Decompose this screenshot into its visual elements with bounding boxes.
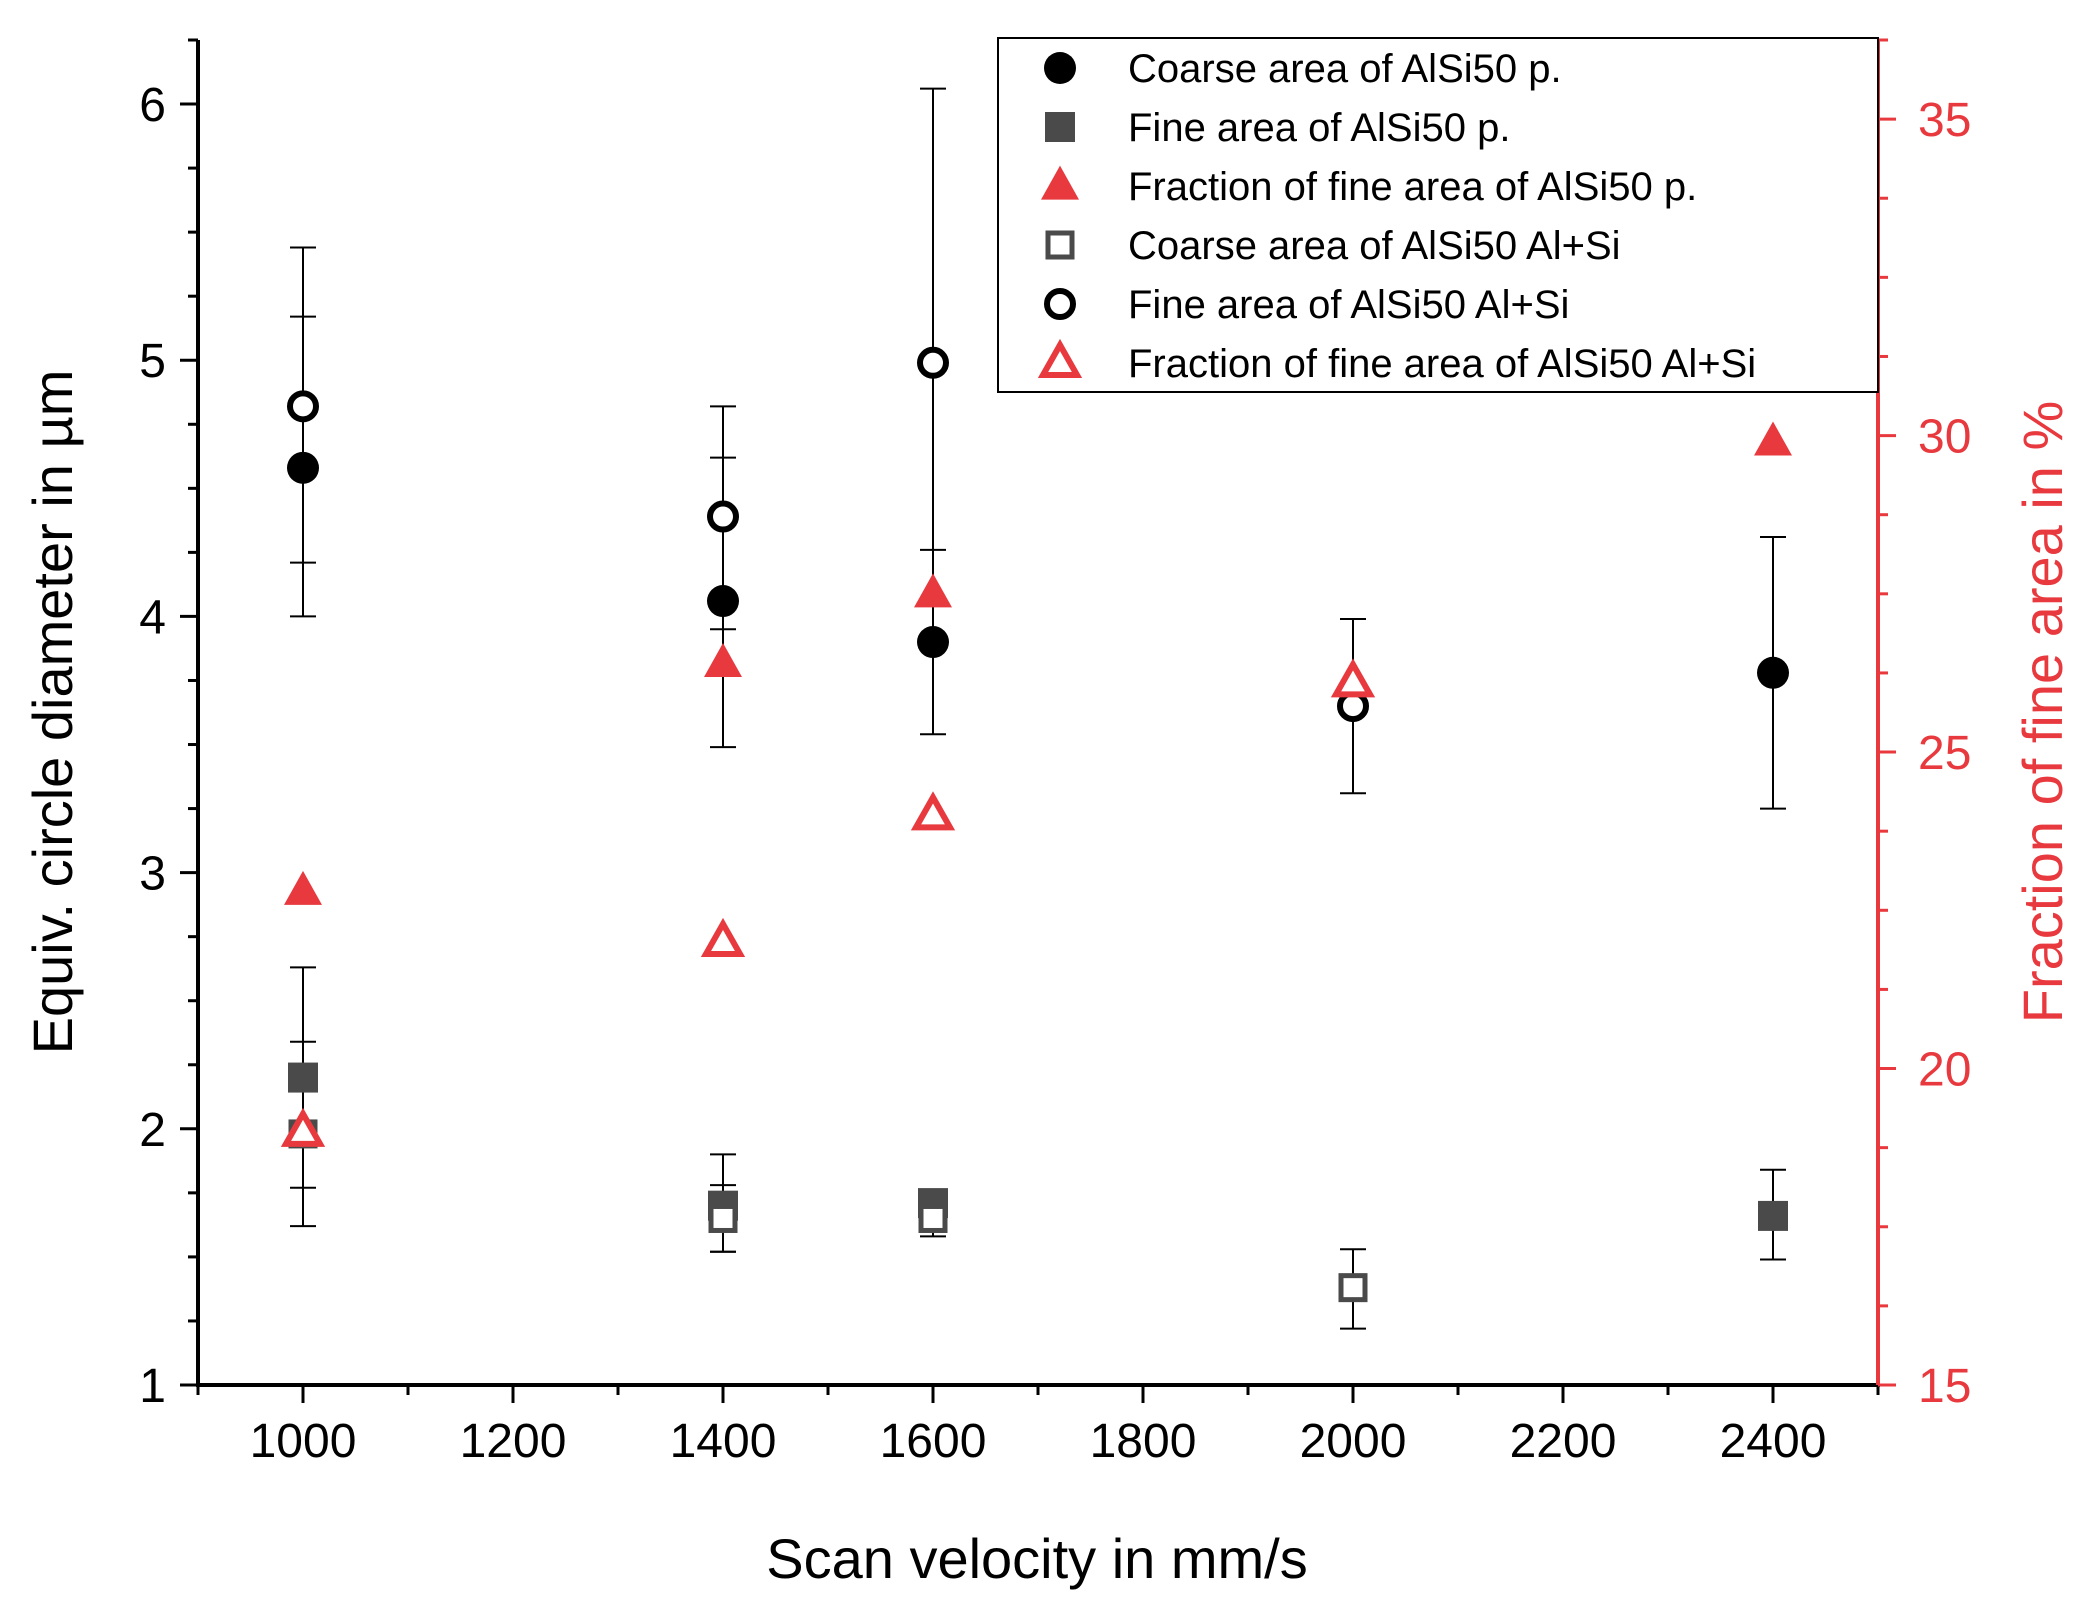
axes: 1000 1200 1400 1600 1800 2000 2200 2400 1 2 3 4 5 6 15…	[139, 38, 1971, 1468]
data-point	[700, 917, 746, 957]
x-tick-label: 2000	[1300, 1415, 1407, 1468]
legend-label: Fraction of fine area of AlSi50 p.	[1128, 165, 1697, 209]
legend-label: Coarse area of AlSi50 Al+Si	[1128, 224, 1621, 268]
legend-label: Fine area of AlSi50 p.	[1128, 106, 1510, 150]
data-markers	[280, 346, 1792, 1303]
y2-tick-label: 20	[1918, 1044, 1971, 1097]
legend-marker	[1045, 230, 1075, 260]
y2-tick-label: 15	[1918, 1360, 1971, 1413]
legend-label: Fine area of AlSi50 Al+Si	[1128, 283, 1569, 327]
data-point	[1758, 1200, 1788, 1231]
data-point	[284, 870, 322, 905]
y-tick-label: 3	[139, 848, 166, 901]
data-point	[1338, 1273, 1368, 1303]
data-point	[708, 1203, 738, 1233]
data-point	[280, 1107, 326, 1147]
y-tick-label: 6	[139, 79, 166, 132]
y-tick-label: 2	[139, 1104, 166, 1157]
data-point	[707, 500, 739, 533]
x-tick-label: 2400	[1720, 1415, 1827, 1468]
legend-box	[997, 37, 1879, 393]
y-axis-label: Equiv. circle diameter in µm	[21, 370, 84, 1055]
x-tick-label: 1000	[250, 1415, 357, 1468]
y2-axis-label: Fraction of fine area in %	[2011, 401, 2074, 1024]
y2-tick-label: 35	[1918, 94, 1971, 147]
data-point	[914, 573, 952, 608]
legend-marker	[1041, 165, 1079, 200]
x-axis-label: Scan velocity in mm/s	[766, 1527, 1308, 1590]
legend-marker	[1037, 338, 1083, 378]
data-point	[1330, 658, 1376, 698]
y-tick-label: 4	[139, 591, 166, 644]
x-tick-label: 1600	[880, 1415, 987, 1468]
legend-label: Fraction of fine area of AlSi50 Al+Si	[1128, 342, 1756, 386]
data-point	[910, 791, 956, 831]
data-point	[1754, 421, 1792, 456]
x-tick-label: 1400	[670, 1415, 777, 1468]
y-tick-label: 1	[139, 1360, 166, 1413]
legend-marker	[1045, 112, 1075, 142]
y-tick-label: 5	[139, 335, 166, 388]
x-tick-label: 1200	[460, 1415, 567, 1468]
data-point	[287, 451, 319, 484]
x-tick-label: 2200	[1510, 1415, 1617, 1468]
data-point	[917, 346, 949, 379]
data-point	[918, 1203, 948, 1233]
data-point	[287, 390, 319, 423]
legend-marker	[1044, 288, 1076, 320]
y2-tick-label: 30	[1918, 411, 1971, 464]
x-tick-label: 1800	[1090, 1415, 1197, 1468]
y2-tick-label: 25	[1918, 727, 1971, 780]
data-point	[707, 585, 739, 618]
data-point	[917, 626, 949, 659]
legend-label: Coarse area of AlSi50 p.	[1128, 47, 1562, 91]
legend-marker	[1044, 52, 1076, 84]
legend: Coarse area of AlSi50 p. Fine area of AlS…	[997, 37, 1879, 393]
data-point	[1757, 656, 1789, 689]
data-point	[704, 643, 742, 678]
data-point	[288, 1062, 318, 1093]
